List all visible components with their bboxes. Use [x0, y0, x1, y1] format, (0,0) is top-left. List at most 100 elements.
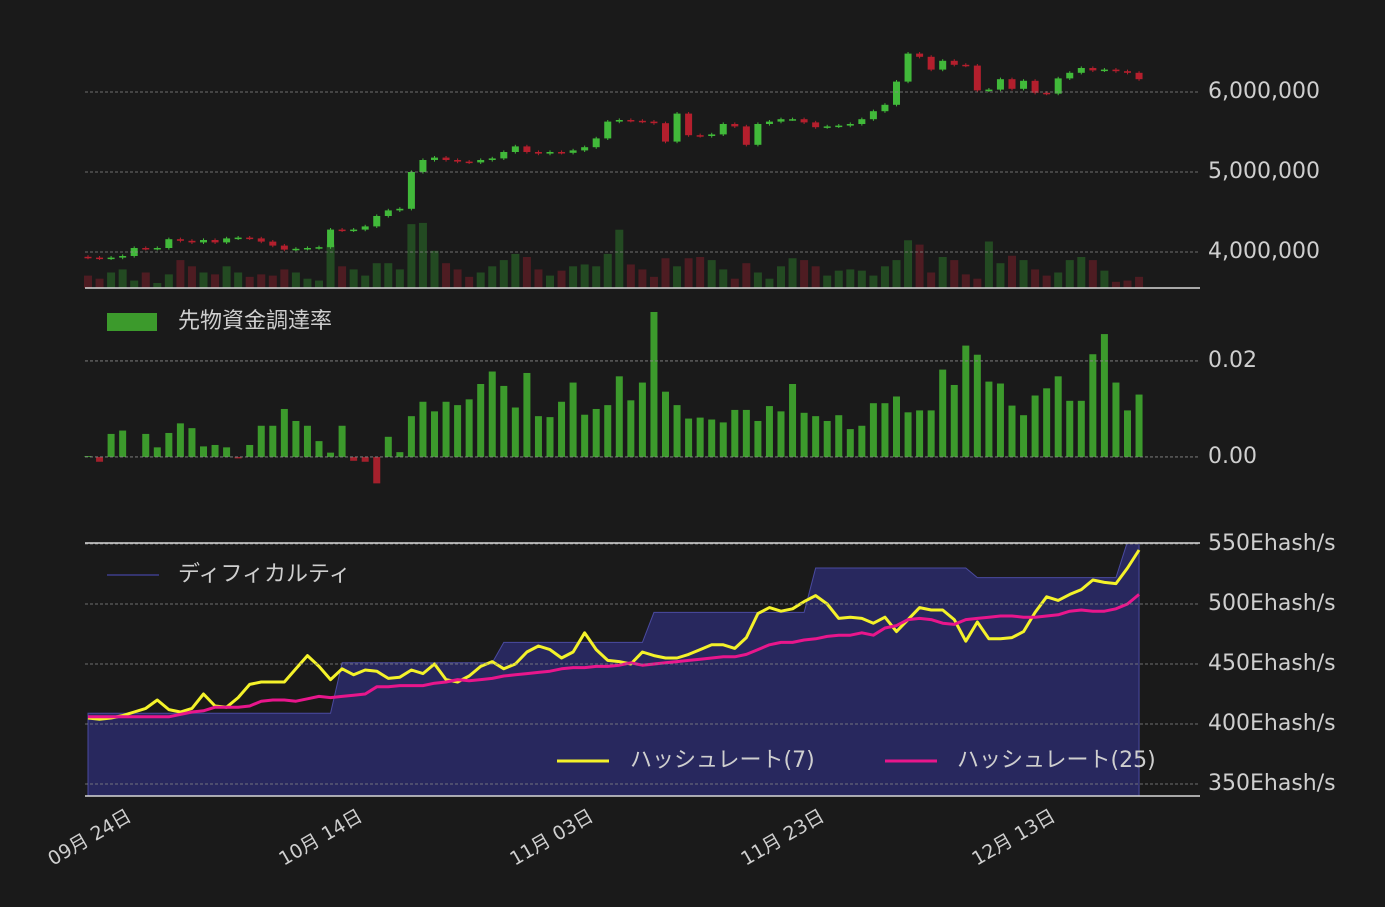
candle-body — [1020, 80, 1028, 89]
funding-bar — [1054, 376, 1062, 457]
candle-body — [431, 157, 438, 160]
candle-body — [696, 135, 704, 137]
candle-body — [176, 239, 184, 241]
candle-body — [315, 247, 323, 249]
funding-bar — [119, 430, 127, 457]
funding-bar — [592, 408, 600, 457]
volume-bar — [753, 272, 762, 288]
candle-body — [685, 113, 693, 136]
volume-bar — [326, 244, 335, 288]
y-tick-label: 0.00 — [1208, 444, 1257, 469]
funding-bar — [962, 345, 970, 457]
volume-bar — [649, 276, 658, 288]
funding-bar — [858, 425, 866, 457]
volume-bar — [245, 276, 254, 288]
funding-bar — [650, 312, 658, 457]
volume-bar — [222, 266, 231, 288]
funding-bar — [534, 416, 542, 457]
funding-bar — [407, 416, 415, 457]
candle-body — [211, 240, 219, 243]
candle-body — [107, 257, 115, 260]
candle-body — [500, 152, 508, 159]
funding-bar — [488, 371, 496, 457]
volume-bar — [880, 266, 889, 288]
funding-bar — [615, 376, 623, 457]
funding-bar — [927, 410, 935, 457]
funding-bar — [280, 408, 288, 457]
funding-bar — [246, 444, 254, 457]
volume-bar — [892, 260, 901, 288]
funding-bar — [708, 419, 716, 457]
volume-bar — [522, 257, 531, 288]
volume-bar — [141, 272, 150, 288]
volume-bar — [153, 283, 162, 288]
volume-bar — [857, 270, 866, 288]
volume-bar — [187, 266, 196, 288]
volume-bar — [788, 258, 797, 288]
candle-body — [1135, 72, 1143, 80]
candle-body — [558, 152, 566, 154]
volume-bar — [961, 274, 970, 288]
volume-bar — [615, 229, 624, 288]
volume-bar — [476, 272, 485, 288]
candle-body — [269, 241, 277, 246]
funding-bar — [465, 399, 473, 457]
panel — [84, 312, 1143, 484]
candle-body — [893, 81, 900, 105]
panel — [84, 52, 1144, 288]
x-tick-label: 09月 24日 — [44, 805, 135, 870]
funding-bar — [477, 384, 485, 457]
funding-bar — [442, 401, 450, 457]
candle-body — [638, 120, 646, 123]
candle-body — [361, 226, 369, 230]
candle-body — [627, 120, 635, 122]
volume-bar — [707, 260, 716, 288]
funding-bar — [211, 444, 219, 457]
candle-body — [188, 240, 196, 243]
volume-bar — [303, 278, 312, 288]
legend-label: ハッシュレート(7) — [630, 748, 815, 773]
funding-bar — [1008, 405, 1016, 457]
volume-bar — [534, 269, 543, 288]
plot-layer: 4,000,000 5,000,000 6,000,000 0.00 0.02 先物資金調… — [44, 52, 1336, 870]
panel — [87, 544, 1141, 796]
y-tick-label: 450Ehash/s — [1208, 651, 1336, 676]
volume-bar — [834, 270, 843, 288]
funding-bar — [327, 452, 335, 457]
funding-bar — [673, 405, 681, 457]
funding-bar — [685, 418, 693, 457]
y-tick-label: 5,000,000 — [1208, 159, 1320, 184]
funding-bar — [200, 446, 207, 457]
funding-bar — [176, 423, 184, 457]
y-tick-label: 6,000,000 — [1208, 79, 1320, 104]
candle-body — [973, 65, 981, 91]
candle-body — [373, 216, 381, 227]
candle-body — [454, 160, 462, 162]
x-tick-label: 11月 03日 — [506, 805, 597, 870]
volume-bar — [1008, 255, 1016, 288]
volume-bar — [176, 260, 185, 288]
funding-bar — [1135, 394, 1143, 457]
difficulty-area — [87, 544, 1140, 796]
volume-bar — [1135, 276, 1144, 288]
volume-bar — [1042, 275, 1051, 288]
funding-bar — [396, 452, 404, 457]
funding-bar — [696, 417, 704, 457]
candle-body — [246, 237, 254, 240]
funding-bar — [627, 400, 635, 457]
volume-bar — [1077, 257, 1086, 288]
candle-body — [916, 53, 924, 57]
candle-body — [904, 53, 912, 82]
funding-bar — [1043, 388, 1051, 457]
funding-bar — [742, 409, 750, 457]
candle-body — [742, 126, 750, 145]
y-tick-label: 400Ehash/s — [1208, 711, 1336, 736]
funding-bar — [638, 382, 646, 457]
candle-body — [927, 56, 935, 70]
candle-body — [962, 64, 970, 67]
funding-bar — [454, 405, 462, 457]
funding-bar — [269, 425, 277, 457]
candle-body — [985, 89, 993, 92]
funding-bar — [419, 401, 427, 457]
volume-bar — [569, 266, 578, 288]
